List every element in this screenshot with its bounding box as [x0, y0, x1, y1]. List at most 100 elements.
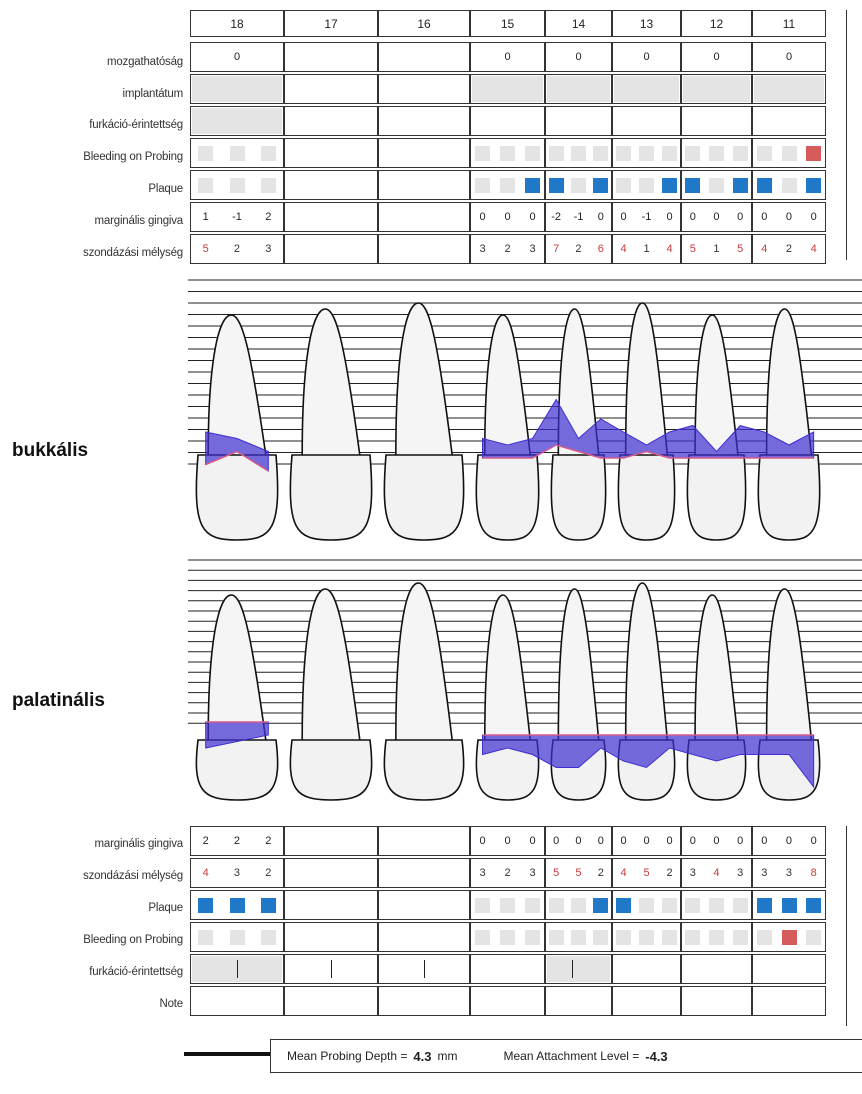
buccal-gm-value: 0: [666, 211, 673, 223]
summary-line: [184, 1052, 270, 1056]
tooth-number-11: 11: [752, 10, 826, 37]
buccal-pd-value: 2: [785, 243, 793, 255]
upper-cell: [612, 42, 681, 72]
implant-shade: [192, 76, 282, 102]
plaque-marker: [662, 898, 677, 913]
palatal-tooth-17-root: [301, 588, 361, 741]
mean-pd-value: 4.3: [413, 1048, 432, 1064]
upper-cell: [190, 42, 284, 72]
buccal-tooth-17-root: [301, 308, 361, 456]
upper-cell: [470, 234, 545, 264]
lower-bop-label: Bleeding on Probing: [83, 934, 183, 946]
bop-marker: [616, 146, 631, 161]
palatal-gm-value: 0: [689, 835, 696, 847]
plaque-marker: [732, 178, 748, 193]
lower-cell: [284, 922, 378, 952]
palatal-tooth-13-root: [624, 582, 669, 741]
buccal-tooth-15-crown: [475, 454, 540, 541]
bop-marker: [781, 146, 797, 161]
buccal-tooth-16-crown: [383, 454, 465, 541]
furcation-shade: [547, 956, 610, 982]
upper-cell: [378, 42, 470, 72]
bop-marker: [639, 930, 654, 945]
lower-gingival-margin-label: marginális gingiva: [94, 838, 184, 850]
lower-cell: [378, 986, 470, 1016]
bop-marker: [756, 930, 772, 945]
palatal-gm-value: 0: [810, 835, 817, 847]
upper-cell: [284, 74, 378, 104]
upper-cell: [612, 202, 681, 232]
lower-cell: [470, 986, 545, 1016]
buccal-tooth-14-crown: [550, 454, 607, 541]
upper-cell: [284, 106, 378, 136]
furcation-mark: [571, 960, 573, 978]
palatal-tooth-16-crown: [383, 739, 465, 801]
palatal-pd-value: 5: [553, 867, 560, 879]
palatal-pd-value: 4: [713, 867, 720, 879]
plaque-marker: [260, 178, 276, 193]
tooth-number-15: 15: [470, 10, 545, 37]
palatal-pd-value: 4: [202, 867, 209, 879]
upper-cell: [752, 42, 826, 72]
plaque-marker: [685, 178, 701, 193]
gingival-margin-label: marginális gingiva: [94, 215, 184, 227]
buccal-pd-value: 7: [553, 243, 560, 255]
upper-cell: [545, 202, 612, 232]
bop-marker: [806, 146, 822, 161]
buccal-pocket-18: [205, 431, 269, 472]
buccal-tooth-18-crown: [195, 454, 279, 541]
buccal-pd-value: 2: [233, 243, 241, 255]
upper-cell: [284, 42, 378, 72]
bop-marker: [571, 930, 586, 945]
plaque-marker: [593, 898, 609, 913]
buccal-gm-value: -1: [573, 211, 584, 223]
plaque-marker: [685, 898, 701, 913]
lower-cell: [470, 954, 545, 984]
implant-shade: [683, 76, 750, 102]
palatal-pocket-18: [205, 721, 269, 749]
plaque-marker: [593, 178, 609, 193]
palatal-tooth-18-root: [207, 594, 267, 741]
upper-cell: [284, 234, 378, 264]
right-edge-upper: [846, 10, 859, 260]
buccal-tooth-13-crown: [617, 454, 676, 541]
palatal-tooth-16-root: [395, 582, 453, 741]
palatal-gm-value: 2: [265, 835, 272, 847]
buccal-gm-value: 0: [620, 211, 627, 223]
buccal-section-label: bukkális: [12, 440, 89, 461]
lower-cell: [681, 826, 752, 856]
upper-cell: [752, 202, 826, 232]
bop-marker: [685, 146, 701, 161]
palatal-tooth-11-crown: [757, 739, 821, 801]
plaque-marker: [260, 898, 276, 913]
buccal-pd-value: 3: [529, 243, 536, 255]
buccal-gm-value: 0: [810, 211, 817, 223]
bop-marker: [475, 930, 490, 945]
lower-cell: [752, 858, 826, 888]
buccal-pocket-15-11-gingival-line: [482, 444, 814, 459]
bop-marker: [732, 930, 748, 945]
buccal-tooth-12-crown: [686, 454, 747, 541]
lower-cell: [612, 890, 681, 920]
buccal-gm-value: 0: [785, 211, 793, 223]
mean-al-value: -4.3: [645, 1048, 668, 1064]
buccal-tooth-17-crown: [289, 454, 373, 541]
lower-cell: [470, 858, 545, 888]
plaque-marker: [616, 178, 631, 193]
plaque-marker: [709, 898, 724, 913]
plaque-marker: [198, 898, 214, 913]
plaque-marker: [756, 898, 772, 913]
plaque-marker: [548, 178, 564, 193]
lower-cell: [681, 858, 752, 888]
buccal-pd-value: 3: [479, 243, 486, 255]
upper-cell: [470, 106, 545, 136]
upper-cell: [378, 106, 470, 136]
bop-marker: [781, 930, 797, 945]
palatal-gm-value: 0: [479, 835, 486, 847]
buccal-pd-value: 5: [737, 243, 744, 255]
lower-cell: [378, 826, 470, 856]
buccal-gm-value: 2: [265, 211, 272, 223]
lower-cell: [752, 954, 826, 984]
upper-cell: [612, 106, 681, 136]
lower-cell: [190, 986, 284, 1016]
